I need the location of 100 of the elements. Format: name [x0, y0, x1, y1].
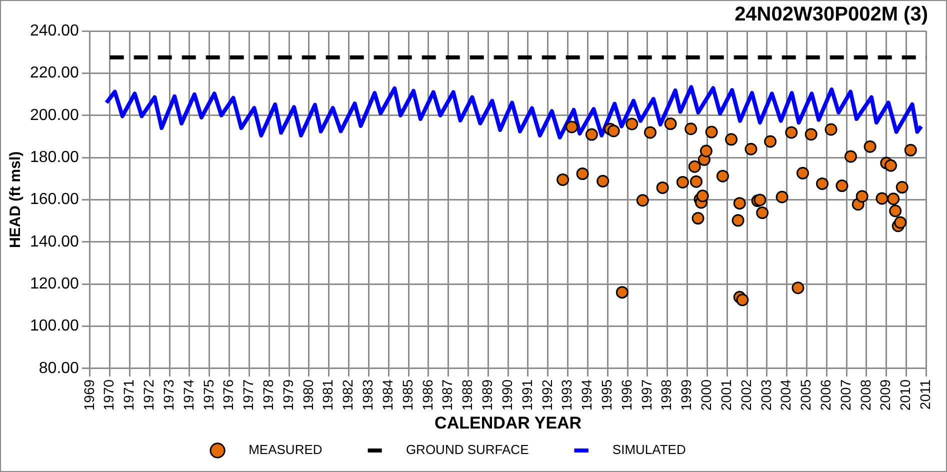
point	[596, 174, 610, 188]
x-tick-label: 2008	[857, 379, 874, 411]
x-tick-label: 1969	[80, 379, 97, 411]
point	[716, 170, 729, 182]
point	[889, 204, 902, 218]
y-tick-label: 240.00	[30, 22, 80, 40]
point	[664, 118, 677, 130]
x-tick-label: 1979	[280, 379, 296, 411]
x-tick-label: 2007	[837, 379, 854, 411]
x-tick-label: 1986	[419, 379, 436, 411]
x-tick-label: 1974	[180, 379, 196, 411]
point	[864, 140, 876, 153]
point	[887, 192, 900, 206]
x-tick-label: 1982	[340, 379, 356, 411]
point	[566, 120, 578, 134]
point	[656, 181, 669, 194]
point	[894, 216, 907, 229]
x-tick-label: 2004	[778, 379, 794, 411]
x-tick-label: 1987	[439, 379, 456, 411]
point	[636, 194, 649, 207]
x-tick-label: 1997	[638, 379, 654, 411]
x-tick-label: 1988	[459, 379, 476, 411]
x-tick-label: 1996	[618, 379, 634, 411]
point	[556, 173, 570, 186]
x-tick-label: 1972	[140, 379, 157, 411]
x-tick-label: 1999	[678, 379, 694, 411]
x-tick-label: 2003	[758, 379, 774, 411]
point	[796, 166, 809, 180]
point	[644, 126, 656, 139]
legend-label: SIMULATED	[594, 442, 722, 458]
point	[896, 181, 908, 194]
x-tick-label: 1981	[320, 379, 336, 411]
point	[688, 160, 701, 173]
x-tick-label: 1970	[100, 379, 117, 411]
x-tick-label: 2002	[738, 379, 754, 411]
point	[692, 212, 704, 225]
point	[744, 142, 758, 156]
y-tick-label: 160.00	[30, 191, 80, 208]
point	[844, 150, 857, 163]
point	[700, 144, 712, 158]
y-tick-label: 140.00	[30, 233, 80, 250]
point	[756, 206, 769, 220]
point	[585, 128, 598, 141]
point	[816, 177, 829, 190]
x-tick-label: 1980	[300, 379, 316, 411]
x-tick-label: 1993	[558, 379, 575, 411]
point	[776, 190, 788, 204]
x-tick-label: 2006	[818, 379, 834, 411]
x-tick-label: 1973	[160, 379, 176, 411]
point	[876, 192, 888, 205]
x-tick-label: 1989	[479, 379, 496, 411]
x-tick-label: 2011	[917, 379, 934, 410]
point	[616, 286, 628, 299]
y-tick-label: 100.00	[30, 318, 80, 335]
x-tick-label: 1976	[220, 379, 236, 411]
x-tick-label: 1984	[379, 379, 396, 411]
x-tick-label: 1990	[498, 379, 515, 411]
point	[754, 194, 766, 206]
x-tick-label: 2001	[718, 379, 734, 411]
x-tick-label: 2009	[877, 379, 894, 411]
point	[676, 176, 689, 188]
x-tick-label: 1978	[260, 379, 276, 411]
x-tick-label: 1992	[538, 379, 555, 411]
legend-label: MEASURED	[230, 442, 358, 458]
y-tick-label: 220.00	[30, 64, 80, 82]
y-tick-label: 200.00	[30, 106, 80, 124]
y-tick-label: 180.00	[30, 148, 80, 166]
chart-title: 24N02W30P002M (3)	[734, 4, 928, 26]
point	[696, 190, 709, 202]
x-tick-label: 2005	[798, 379, 814, 411]
point	[736, 294, 749, 306]
x-tick-label: 1983	[360, 379, 376, 411]
point	[804, 128, 818, 141]
point	[725, 133, 738, 146]
point	[904, 144, 917, 156]
point	[626, 118, 638, 130]
legend-label: GROUND SURFACE	[388, 442, 565, 458]
x-axis-title: CALENDAR YEAR	[434, 413, 582, 432]
point	[684, 122, 698, 136]
point	[764, 135, 777, 148]
point	[884, 159, 898, 172]
point	[705, 126, 718, 138]
point	[836, 180, 848, 192]
point	[732, 214, 744, 227]
point	[607, 124, 620, 138]
x-tick-label: 2000	[698, 379, 714, 411]
y-axis-title: HEAD (ft msl)	[7, 151, 24, 248]
x-tick-label: 1998	[658, 379, 674, 411]
x-tick-label: 1971	[120, 379, 137, 411]
x-tick-label: 1985	[399, 379, 416, 411]
point	[576, 168, 589, 180]
x-tick-label: 1977	[240, 379, 256, 411]
point	[733, 197, 746, 210]
point	[792, 282, 804, 294]
x-tick-label: 1975	[200, 379, 216, 411]
x-tick-label: 1995	[598, 379, 614, 411]
x-tick-label: 1994	[578, 379, 595, 411]
point	[856, 190, 868, 203]
point	[785, 126, 798, 139]
point	[690, 175, 702, 188]
